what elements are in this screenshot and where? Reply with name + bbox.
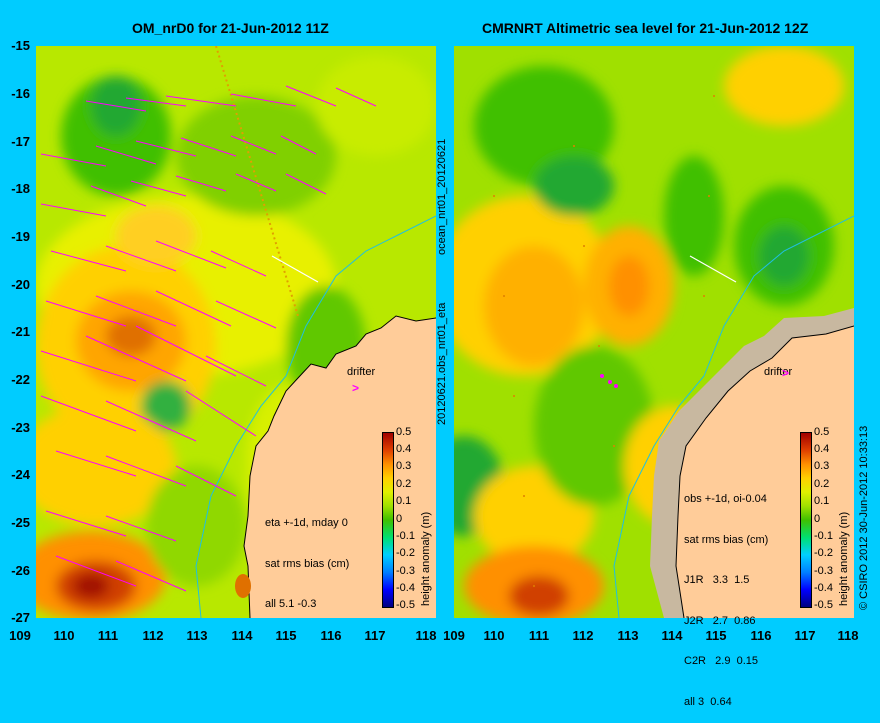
x-tick-label: 112 — [142, 628, 164, 643]
x-tick-label: 113 — [617, 628, 639, 643]
right-colorbar — [800, 432, 812, 608]
right-drifter-label: drifter — [764, 366, 793, 378]
right-info-line: all 3 0.64 — [684, 695, 732, 708]
left-info-line: sat rms bias (cm) — [265, 557, 350, 570]
y-tick-label: -25 — [11, 515, 30, 530]
left-info-box: eta +-1d, mday 0 sat rms bias (cm) all 5… — [265, 490, 349, 625]
y-tick-label: -22 — [11, 372, 30, 387]
y-tick-label: -20 — [11, 277, 30, 292]
right-info-line: J1R 3.3 1.5 — [684, 574, 750, 586]
colorbar-tick: 0.3 — [814, 460, 830, 472]
x-tick-label: 111 — [528, 628, 550, 643]
y-tick-label: -16 — [11, 86, 30, 101]
left-drifter-label: drifter — [347, 366, 376, 378]
right-info-line: sat rms bias (cm) — [684, 533, 769, 546]
y-tick-label: -15 — [11, 38, 30, 53]
right-side-label-2: 20120621.obs_nrt01_eta — [436, 302, 448, 425]
colorbar-tick: 0.1 — [396, 495, 412, 507]
coastline — [243, 315, 436, 618]
colorbar-tick: -0.2 — [396, 547, 415, 559]
right-info-line: obs +-1d, oi-0.04 — [684, 493, 767, 505]
x-tick-label: 118 — [415, 628, 437, 643]
y-tick-label: -23 — [11, 420, 30, 435]
colorbar-tick: 0.4 — [814, 443, 830, 455]
velocity-arrows — [40, 85, 377, 592]
x-tick-label: 111 — [97, 628, 119, 643]
x-tick-label: 117 — [794, 628, 816, 643]
coastline — [675, 325, 854, 618]
x-tick-label: 116 — [320, 628, 342, 643]
x-tick-label: 115 — [705, 628, 727, 643]
right-map-title: CMRNRT Altimetric sea level for 21-Jun-2… — [482, 20, 809, 36]
x-tick-label: 110 — [483, 628, 505, 643]
left-map-title: OM_nrD0 for 21-Jun-2012 11Z — [132, 20, 329, 36]
right-drifter-arrow-icon: > — [782, 366, 790, 380]
left-colorbar — [382, 432, 394, 608]
colorbar-tick: -0.3 — [814, 565, 833, 577]
right-side-label: ocean_nrt01_20120621 — [436, 138, 448, 255]
x-tick-label: 109 — [443, 628, 465, 643]
x-tick-label: 112 — [572, 628, 594, 643]
x-tick-label: 116 — [750, 628, 772, 643]
shelf-isobath — [613, 215, 854, 618]
left-info-line: eta +-1d, mday 0 — [265, 517, 348, 529]
colorbar-tick: 0.5 — [814, 426, 830, 438]
section-line — [271, 255, 319, 283]
drifter-markers — [600, 374, 618, 388]
colorbar-tick: -0.5 — [396, 599, 415, 611]
colorbar-tick: 0.2 — [814, 478, 830, 490]
y-tick-label: -21 — [11, 324, 30, 339]
colorbar-tick: 0.1 — [814, 495, 830, 507]
y-tick-label: -19 — [11, 229, 30, 244]
colorbar-tick: 0 — [396, 513, 403, 525]
left-info-line: all 5.1 -0.3 — [265, 598, 317, 610]
y-tick-label: -27 — [11, 610, 30, 625]
right-info-line: J2R 2.7 0.86 — [684, 614, 756, 627]
colorbar-tick: -0.2 — [814, 547, 833, 559]
left-map-panel[interactable] — [36, 46, 436, 618]
colorbar-tick: 0.4 — [396, 443, 412, 455]
section-line — [689, 255, 737, 283]
x-tick-label: 109 — [9, 628, 31, 643]
continental-shelf — [650, 308, 854, 618]
colorbar-tick: 0.3 — [396, 460, 412, 472]
x-tick-label: 113 — [186, 628, 208, 643]
x-tick-label: 118 — [837, 628, 859, 643]
altimeter-tracks — [493, 95, 715, 587]
colorbar-tick: -0.1 — [814, 530, 833, 542]
shark-bay-anomaly — [235, 574, 251, 598]
credit-label: © CSIRO 2012 30-Jun-2012 10:33:13 — [858, 425, 870, 610]
colorbar-tick: -0.1 — [396, 530, 415, 542]
colorbar-tick: -0.4 — [396, 582, 415, 594]
left-map-svg — [36, 46, 436, 618]
colorbar-tick: 0.2 — [396, 478, 412, 490]
colorbar-tick: -0.3 — [396, 565, 415, 577]
right-map-svg — [454, 46, 854, 618]
left-drifter-arrow-icon: > — [352, 381, 360, 395]
satellite-track — [215, 46, 299, 317]
right-colorbar-label: height anomaly (m) — [838, 511, 850, 606]
y-tick-label: -24 — [11, 467, 30, 482]
right-map-panel[interactable] — [454, 46, 854, 618]
left-colorbar-label: height anomaly (m) — [420, 511, 432, 606]
colorbar-tick: 0 — [814, 513, 821, 525]
x-tick-label: 114 — [231, 628, 253, 643]
x-tick-label: 110 — [53, 628, 75, 643]
right-info-box: obs +-1d, oi-0.04 sat rms bias (cm) J1R … — [684, 466, 768, 723]
x-tick-label: 114 — [661, 628, 683, 643]
y-tick-label: -17 — [11, 134, 30, 149]
colorbar-tick: -0.4 — [814, 582, 833, 594]
colorbar-tick: 0.5 — [396, 426, 412, 438]
shelf-isobath — [195, 215, 436, 618]
colorbar-tick: -0.5 — [814, 599, 833, 611]
x-tick-label: 115 — [275, 628, 297, 643]
y-tick-label: -18 — [11, 181, 30, 196]
x-tick-label: 117 — [364, 628, 386, 643]
right-info-line: C2R 2.9 0.15 — [684, 655, 758, 667]
y-tick-label: -26 — [11, 563, 30, 578]
